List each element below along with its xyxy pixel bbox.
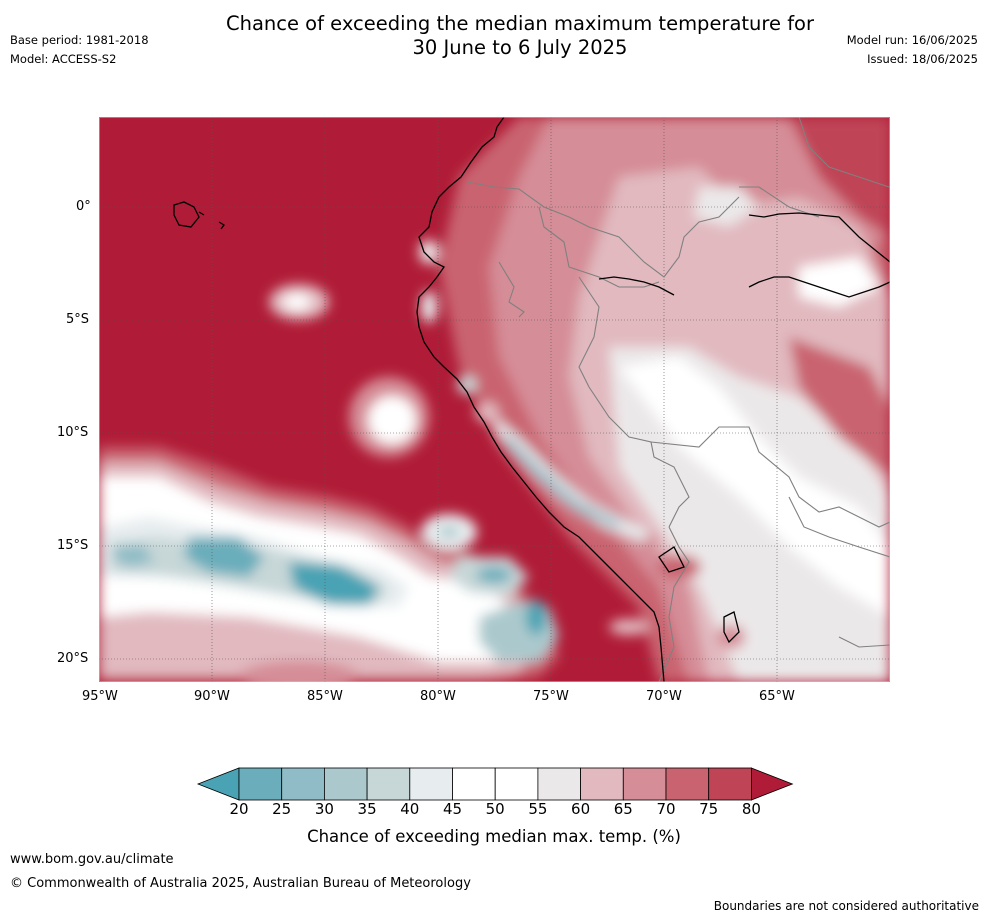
lon-label-85w: 85°W <box>307 689 343 704</box>
colorbar-ticks: 20 25 30 35 40 45 50 55 60 65 70 75 80 <box>196 800 796 820</box>
colorbar-tick-label: 35 <box>357 800 377 818</box>
lat-label-0: 0° <box>76 199 91 214</box>
coastlines <box>173 117 890 682</box>
colorbar-tick-label: 75 <box>699 800 719 818</box>
issued-text: Issued: 18/06/2025 <box>867 52 978 66</box>
colorbar-label: Chance of exceeding median max. temp. (%… <box>307 827 681 846</box>
colorbar-segment <box>281 767 325 801</box>
colorbar-tick-label: 60 <box>571 800 591 818</box>
country-boundaries <box>466 117 890 682</box>
forecast-map <box>99 117 890 682</box>
colorbar-segment <box>708 767 752 801</box>
lat-label-20s: 20°S <box>57 651 89 666</box>
footer-url: www.bom.gov.au/climate <box>10 852 174 867</box>
colorbar-tick-label: 80 <box>741 800 761 818</box>
colorbar-segment <box>494 767 539 801</box>
lon-label-65w: 65°W <box>759 689 795 704</box>
footer-note: Boundaries are not considered authoritat… <box>713 899 979 913</box>
colorbar-tick-label: 45 <box>442 800 463 818</box>
colorbar-tick-label: 20 <box>229 800 249 818</box>
base-period-text: Base period: 1981-2018 <box>10 33 149 47</box>
graticule <box>99 117 890 682</box>
colorbar-segment <box>238 767 283 801</box>
colorbar-segment <box>622 767 667 801</box>
colorbar-segment <box>323 767 368 801</box>
lon-label-70w: 70°W <box>646 689 682 704</box>
colorbar-segment <box>409 767 453 801</box>
colorbar-tick-label: 50 <box>485 800 505 818</box>
colorbar-segment <box>366 767 411 801</box>
colorbar-extend-high <box>751 767 794 801</box>
colorbar-segment <box>452 767 496 801</box>
map-title: Chance of exceeding the median maximum t… <box>150 12 890 60</box>
colorbar-segment <box>580 767 624 801</box>
colorbar-tick-label: 30 <box>314 800 334 818</box>
colorbar-extend-low <box>196 767 240 801</box>
colorbar-tick-label: 25 <box>272 800 292 818</box>
colorbar-tick-label: 70 <box>656 800 676 818</box>
model-text: Model: ACCESS-S2 <box>10 52 117 66</box>
colorbar-segment <box>537 767 581 801</box>
colorbar-tick-label: 55 <box>528 800 548 818</box>
lat-label-10s: 10°S <box>57 425 89 440</box>
lon-label-90w: 90°W <box>194 689 230 704</box>
lon-label-75w: 75°W <box>533 689 569 704</box>
title-line-1: Chance of exceeding the median maximum t… <box>225 12 815 35</box>
colorbar-segment <box>665 767 710 801</box>
lat-label-5s: 5°S <box>66 312 90 327</box>
lon-label-80w: 80°W <box>420 689 456 704</box>
footer-copyright: © Commonwealth of Australia 2025, Austra… <box>10 876 471 891</box>
colorbar <box>196 767 794 801</box>
lon-label-95w: 95°W <box>82 689 118 704</box>
colorbar-tick-label: 65 <box>613 800 633 818</box>
lat-label-15s: 15°S <box>57 538 89 553</box>
model-run-text: Model run: 16/06/2025 <box>846 33 978 47</box>
colorbar-tick-label: 40 <box>400 800 420 818</box>
title-line-2: 30 June to 6 July 2025 <box>412 36 628 59</box>
